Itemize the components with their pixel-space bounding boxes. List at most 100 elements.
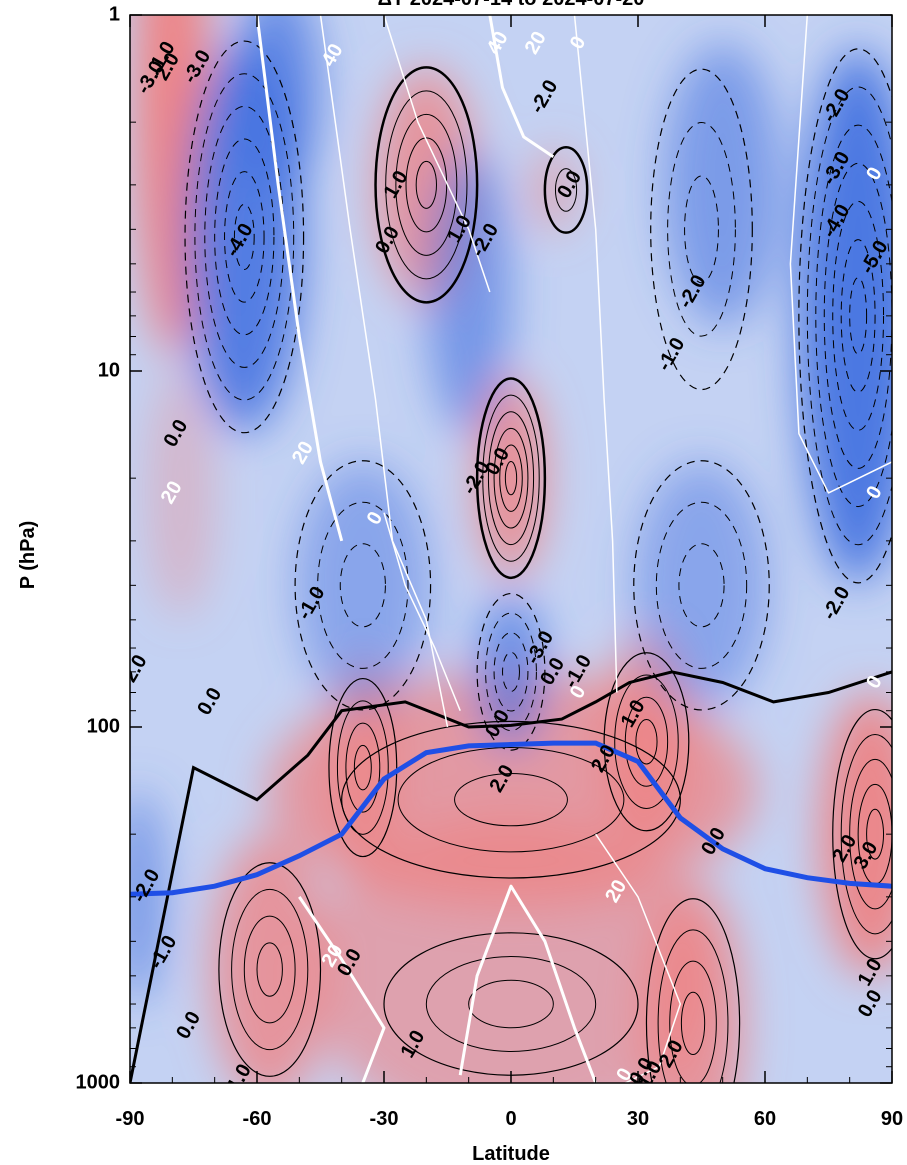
neg-contour-b-3	[832, 200, 885, 431]
pos-contour-h-4	[840, 734, 892, 935]
neg-contour-a-2	[224, 171, 265, 303]
x-tick-label-5: 60	[754, 1108, 776, 1130]
neg-contour-b-1	[849, 277, 868, 355]
neg-contour-b-4	[823, 162, 892, 469]
pos-contour-d-2	[243, 915, 296, 1024]
pos-contour-i-3	[341, 720, 681, 879]
plot-area: -3.01.02.0-3.0-4.0 0.01.01.0-2.0-2.00.0-2…	[130, 15, 892, 1083]
pos-contour-f-3	[614, 674, 679, 809]
neg-contour-b-7	[798, 48, 892, 584]
pos-contour-b-4	[487, 411, 535, 546]
wind-contour-7	[789, 15, 892, 494]
anomaly-field	[130, 15, 892, 1083]
pos-contour-c-2	[543, 145, 589, 234]
pos-contour-e-2	[345, 722, 381, 813]
neg-contour-f-1	[684, 175, 719, 284]
neg-contour-d-2	[317, 501, 409, 669]
field-blob-10	[820, 691, 892, 977]
neg-contour-d-3	[294, 460, 432, 711]
pos-contour-b-6	[475, 377, 547, 580]
pos-contour-b-3	[493, 427, 529, 529]
field-blob-17	[426, 149, 511, 435]
wind-contour-6	[458, 884, 598, 1083]
zero-contour-line	[130, 670, 892, 1083]
pos-contour-a-4	[385, 90, 468, 280]
neg-contour-c-3	[485, 612, 537, 732]
wind-contour-9	[298, 896, 386, 1083]
pos-contour-f-4	[603, 652, 690, 832]
neg-contour-e-3	[633, 460, 770, 711]
pos-contour-i-2	[397, 746, 625, 853]
pos-contour-d-4	[218, 862, 322, 1077]
y-tick-label-1: 10	[98, 359, 120, 381]
wind-contour-3	[488, 15, 555, 158]
wind-contour-4	[573, 15, 618, 693]
wind-contours	[255, 15, 892, 1083]
x-tick-label-4: 30	[627, 1108, 649, 1130]
pos-contour-a-5	[374, 66, 479, 304]
pos-contour-i-1	[454, 773, 568, 827]
neg-contour-f-3	[650, 68, 753, 391]
pos-contour-h-3	[849, 758, 892, 910]
positive-contours	[130, 66, 892, 1083]
neg-contour-c-2	[493, 632, 529, 712]
field-blob-18	[295, 460, 431, 710]
neg-contour-f-2	[667, 122, 736, 337]
x-tick-label-0: -90	[116, 1108, 145, 1130]
pos-contour-a-2	[405, 137, 448, 233]
field-blob-13	[235, 15, 321, 195]
neg-contour-b-6	[806, 86, 892, 546]
neg-contour-b-2	[840, 239, 876, 393]
pos-contour-e-1	[353, 744, 372, 791]
y-axis-label: P (hPa)	[17, 521, 39, 590]
pos-contour-g-1	[680, 991, 706, 1056]
wind-contour-5	[383, 512, 461, 711]
field-blob-14	[798, 48, 892, 583]
pos-contour-g-4	[645, 898, 741, 1083]
neg-contour-a-3	[214, 138, 275, 336]
pos-contour-b-5	[482, 394, 540, 562]
pos-contour-g-3	[657, 929, 729, 1083]
x-axis: -90 -60 -30 0 30 60 90	[116, 15, 903, 1130]
neg-contour-d-1	[339, 543, 386, 628]
neg-contour-a-5	[194, 73, 295, 401]
x-axis-label: Latitude	[472, 1143, 550, 1165]
y-tick-label-2: 100	[87, 715, 120, 737]
field-blob-11	[146, 368, 215, 618]
pos-contour-g-2	[669, 960, 717, 1083]
x-tick-label-1: -60	[243, 1108, 272, 1130]
x-tick-label-2: -30	[370, 1108, 399, 1130]
field-blob-9	[642, 881, 744, 1083]
pos-contour-f-1	[635, 718, 658, 765]
neg-contour-b-5	[815, 124, 892, 508]
chart-title: ΔT 2024-07-14 to 2024-07-20	[378, 0, 645, 10]
pos-contour-b-2	[499, 444, 523, 512]
pos-contour-a-3	[395, 113, 458, 256]
neg-contour-a-1	[233, 203, 255, 271]
wind-contour-0	[255, 15, 344, 542]
tropopause-line	[130, 740, 892, 897]
neg-contour-a-6	[184, 40, 305, 434]
x-tick-label-6: 90	[881, 1108, 903, 1130]
neg-contour-e-1	[678, 543, 725, 628]
y-tick-label-3: 1000	[76, 1071, 121, 1093]
field-blob-6	[210, 834, 329, 1083]
field-blob-7	[328, 660, 397, 875]
pos-contour-d-1	[256, 942, 283, 997]
field-blob-3	[477, 378, 545, 578]
pos-contour-j-1	[468, 979, 554, 1029]
wind-contour-2	[383, 15, 491, 293]
field-blob-5	[307, 815, 715, 1083]
field-blob-15	[663, 42, 782, 328]
pos-contour-d-3	[231, 888, 309, 1051]
pos-contour-h-5	[832, 709, 892, 960]
pos-contour-h-1	[866, 808, 885, 860]
y-axis: 1 10 100 1000	[76, 3, 892, 1093]
pos-contour-b-1	[504, 461, 518, 496]
neg-contour-a-4	[204, 105, 285, 368]
field-blob-19	[633, 460, 770, 710]
x-tick-label-3: 0	[505, 1108, 516, 1130]
pos-contour-e-3	[336, 700, 389, 835]
